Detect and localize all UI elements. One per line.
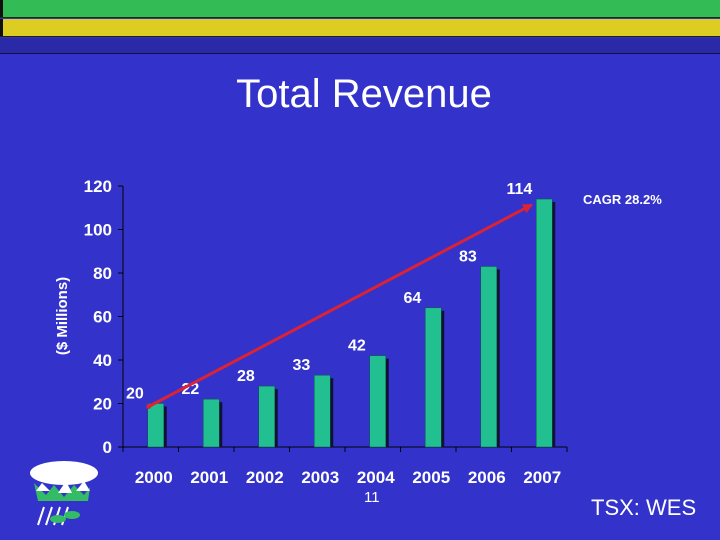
bar-2003 bbox=[314, 374, 331, 448]
data-label-2005: 64 bbox=[403, 290, 421, 307]
x-tick-label: 2007 bbox=[523, 468, 561, 487]
data-label-2006: 83 bbox=[459, 248, 477, 265]
bar-2004 bbox=[369, 355, 386, 448]
stock-ticker: TSX: WES bbox=[591, 495, 697, 520]
y-tick-label: 20 bbox=[93, 395, 112, 414]
x-tick-label: 2001 bbox=[190, 468, 228, 487]
y-tick-label: 40 bbox=[93, 351, 112, 370]
bar-2005 bbox=[425, 307, 442, 448]
header-band-green bbox=[0, 0, 720, 18]
data-label-2004: 42 bbox=[348, 338, 366, 355]
bar-2000 bbox=[147, 403, 164, 448]
x-tick-label: 2005 bbox=[412, 468, 450, 487]
header-band-yellow bbox=[0, 19, 720, 37]
chart-axes: 0 20 40 60 80 100 120 bbox=[84, 177, 568, 457]
bar-2002 bbox=[258, 385, 275, 448]
company-logo-icon bbox=[30, 461, 98, 526]
header-band-blue bbox=[0, 38, 720, 54]
y-tick-label: 0 bbox=[103, 438, 112, 457]
cagr-annotation: CAGR 28.2% bbox=[583, 192, 662, 207]
data-label-2003: 33 bbox=[292, 357, 310, 374]
bar-2007 bbox=[536, 198, 553, 448]
x-tick-label: 2000 bbox=[135, 468, 173, 487]
page-number: 11 bbox=[364, 489, 380, 506]
slide-title: Total Revenue bbox=[236, 72, 492, 116]
y-tick-label: 60 bbox=[93, 308, 112, 327]
x-tick-label: 2004 bbox=[357, 468, 395, 487]
data-label-2002: 28 bbox=[237, 368, 255, 385]
data-label-2000: 20 bbox=[126, 386, 144, 403]
trend-arrow bbox=[148, 203, 534, 408]
bar-2001 bbox=[203, 398, 220, 448]
x-tick-label: 2006 bbox=[468, 468, 506, 487]
x-tick-label: 2002 bbox=[246, 468, 284, 487]
y-tick-label: 80 bbox=[93, 264, 112, 283]
y-axis-label: ($ Millions) bbox=[54, 277, 71, 355]
y-tick-label: 100 bbox=[84, 221, 112, 240]
data-label-2007: 114 bbox=[506, 181, 532, 198]
chart-trend-line bbox=[146, 203, 534, 409]
chart-data-labels: 2000202001222002282003332004422005642006… bbox=[126, 181, 561, 487]
y-tick-label: 120 bbox=[84, 177, 112, 196]
trend-start-dot bbox=[146, 404, 152, 409]
bar-2006 bbox=[480, 266, 497, 448]
chart-bars bbox=[147, 198, 556, 448]
x-tick-label: 2003 bbox=[301, 468, 339, 487]
